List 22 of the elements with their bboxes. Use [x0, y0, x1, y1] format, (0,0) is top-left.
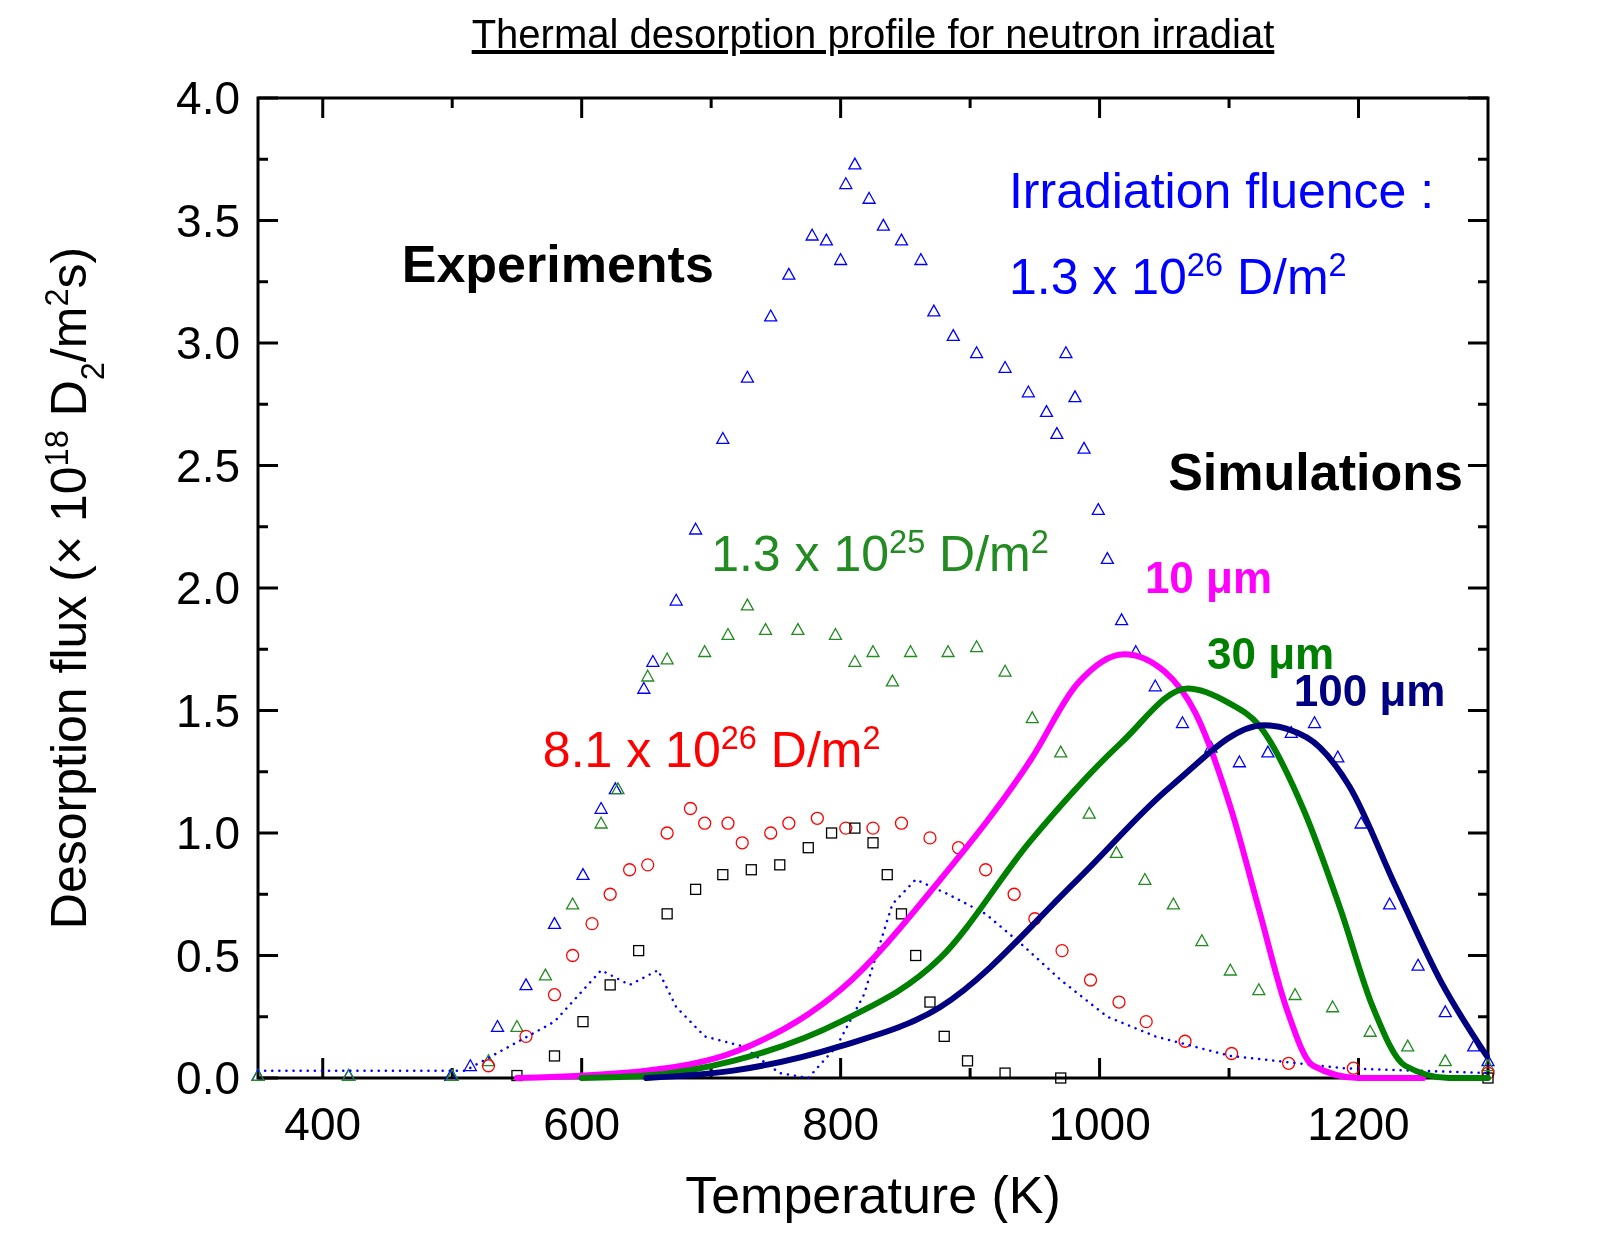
chart-title: Thermal desorption profile for neutron irradiat [471, 12, 1275, 56]
y-tick-label: 2.5 [176, 439, 240, 492]
y-tick-label: 3.5 [176, 194, 240, 247]
y-tick-label: 1.0 [176, 807, 240, 859]
x-tick-label: 800 [802, 1098, 880, 1150]
y-tick-label: 4.0 [176, 72, 240, 124]
y-tick-label: 3.0 [176, 317, 240, 369]
x-tick-label: 600 [543, 1098, 621, 1150]
y-tick-label: 2.0 [176, 562, 240, 614]
y-tick-label: 0.0 [176, 1052, 240, 1104]
x-tick-label: 400 [284, 1098, 362, 1150]
x-tick-label: 1200 [1307, 1098, 1410, 1150]
y-tick-label: 1.5 [176, 684, 240, 737]
annotation: Experiments [401, 234, 714, 293]
annotation: Irradiation fluence : [1008, 163, 1435, 220]
series-label: 10 μm [1144, 552, 1273, 602]
series-label: 1.3 x 10$^{25}$ D/m$^{2}$ [711, 523, 1049, 582]
annotation: Simulations [1168, 443, 1463, 501]
series-label: 1.3 x 10$^{26}$ D/m$^{2}$ [1008, 247, 1347, 305]
x-tick-label: 1000 [1048, 1098, 1151, 1150]
series-label: 8.1 x 10$^{26}$ D/m$^{2}$ [542, 719, 881, 778]
y-tick-label: 0.5 [176, 929, 240, 982]
